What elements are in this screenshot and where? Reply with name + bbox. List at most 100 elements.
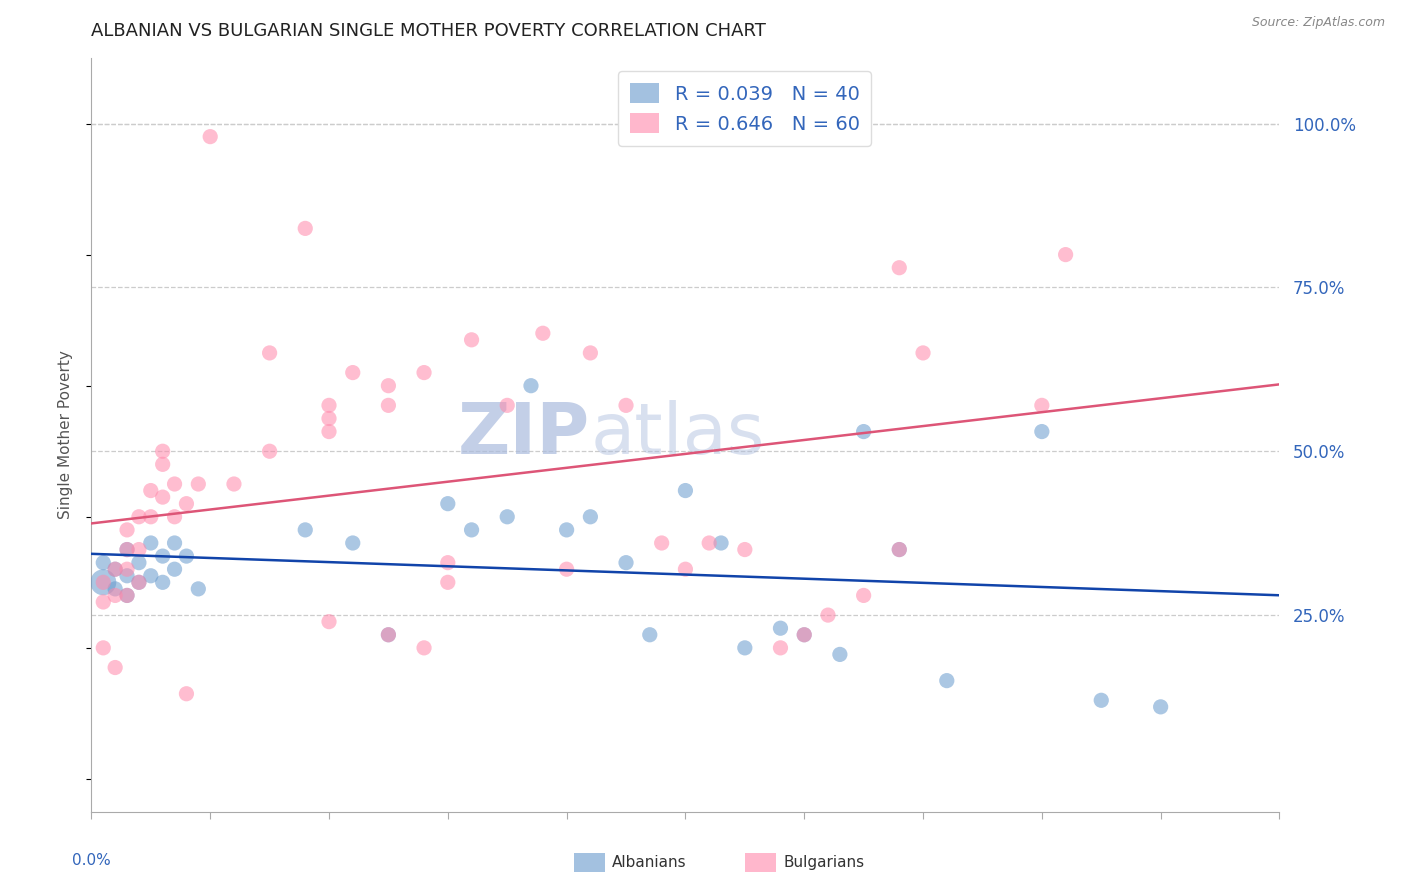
Point: [413, 366, 436, 380]
Point: [91, 595, 114, 609]
Point: [139, 509, 162, 524]
Point: [115, 562, 138, 576]
Point: [377, 628, 399, 642]
Point: [318, 411, 340, 425]
Point: [115, 542, 138, 557]
Point: [187, 582, 209, 596]
Point: [614, 398, 637, 412]
Point: [152, 490, 174, 504]
Point: [139, 536, 162, 550]
Point: [91, 575, 114, 590]
Point: [115, 523, 138, 537]
Point: [377, 378, 399, 392]
Legend: R = 0.039   N = 40, R = 0.646   N = 60: R = 0.039 N = 40, R = 0.646 N = 60: [619, 71, 872, 145]
Point: [318, 425, 340, 439]
Point: [436, 556, 458, 570]
Point: [852, 116, 875, 130]
Point: [115, 589, 138, 603]
Point: [176, 687, 198, 701]
Point: [710, 536, 733, 550]
Point: [91, 640, 114, 655]
Point: [673, 483, 696, 498]
Point: [294, 221, 316, 235]
Point: [104, 660, 127, 674]
Point: [139, 568, 162, 582]
Point: [91, 556, 114, 570]
Point: [889, 542, 911, 557]
Point: [436, 497, 458, 511]
Point: [139, 483, 162, 498]
Point: [1149, 699, 1171, 714]
Point: [104, 562, 127, 576]
Point: [187, 477, 209, 491]
Point: [496, 398, 519, 412]
Point: [673, 562, 696, 576]
Point: [200, 129, 222, 144]
Point: [128, 509, 150, 524]
Point: [436, 575, 458, 590]
Point: [377, 628, 399, 642]
Point: [1031, 398, 1053, 412]
Point: [128, 556, 150, 570]
Point: [152, 444, 174, 458]
Point: [152, 575, 174, 590]
Point: [222, 477, 245, 491]
Point: [531, 326, 554, 341]
Text: Source: ZipAtlas.com: Source: ZipAtlas.com: [1251, 16, 1385, 29]
Point: [163, 536, 186, 550]
Point: [115, 568, 138, 582]
Point: [852, 425, 875, 439]
Point: [734, 640, 756, 655]
Point: [579, 346, 602, 360]
Point: [817, 608, 839, 623]
Point: [1031, 425, 1053, 439]
Point: [91, 575, 114, 590]
Point: [520, 378, 543, 392]
Point: [104, 562, 127, 576]
Point: [638, 628, 661, 642]
Point: [911, 346, 934, 360]
Point: [163, 477, 186, 491]
Point: [377, 398, 399, 412]
Point: [793, 628, 815, 642]
Point: [259, 346, 281, 360]
Point: [128, 575, 150, 590]
Point: [259, 444, 281, 458]
Point: [318, 398, 340, 412]
Point: [115, 589, 138, 603]
Point: [1090, 693, 1112, 707]
Point: [176, 549, 198, 563]
Point: [128, 575, 150, 590]
Point: [614, 556, 637, 570]
Y-axis label: Single Mother Poverty: Single Mother Poverty: [58, 351, 73, 519]
Point: [889, 542, 911, 557]
Text: 0.0%: 0.0%: [72, 853, 111, 868]
Point: [152, 549, 174, 563]
Point: [128, 542, 150, 557]
Text: atlas: atlas: [591, 401, 765, 469]
Point: [828, 648, 851, 662]
Text: ZIP: ZIP: [458, 401, 591, 469]
Text: Bulgarians: Bulgarians: [783, 855, 865, 870]
Point: [460, 523, 482, 537]
Text: Albanians: Albanians: [612, 855, 686, 870]
Point: [734, 542, 756, 557]
Point: [935, 673, 957, 688]
Point: [104, 589, 127, 603]
Point: [651, 536, 673, 550]
Point: [889, 260, 911, 275]
Point: [294, 523, 316, 537]
Point: [579, 509, 602, 524]
Point: [115, 542, 138, 557]
Point: [555, 523, 578, 537]
Point: [496, 509, 519, 524]
Point: [852, 589, 875, 603]
Point: [176, 497, 198, 511]
Point: [152, 458, 174, 472]
Text: ALBANIAN VS BULGARIAN SINGLE MOTHER POVERTY CORRELATION CHART: ALBANIAN VS BULGARIAN SINGLE MOTHER POVE…: [91, 22, 766, 40]
Point: [769, 621, 792, 635]
Point: [1054, 247, 1077, 261]
Point: [104, 582, 127, 596]
Point: [769, 640, 792, 655]
Point: [318, 615, 340, 629]
